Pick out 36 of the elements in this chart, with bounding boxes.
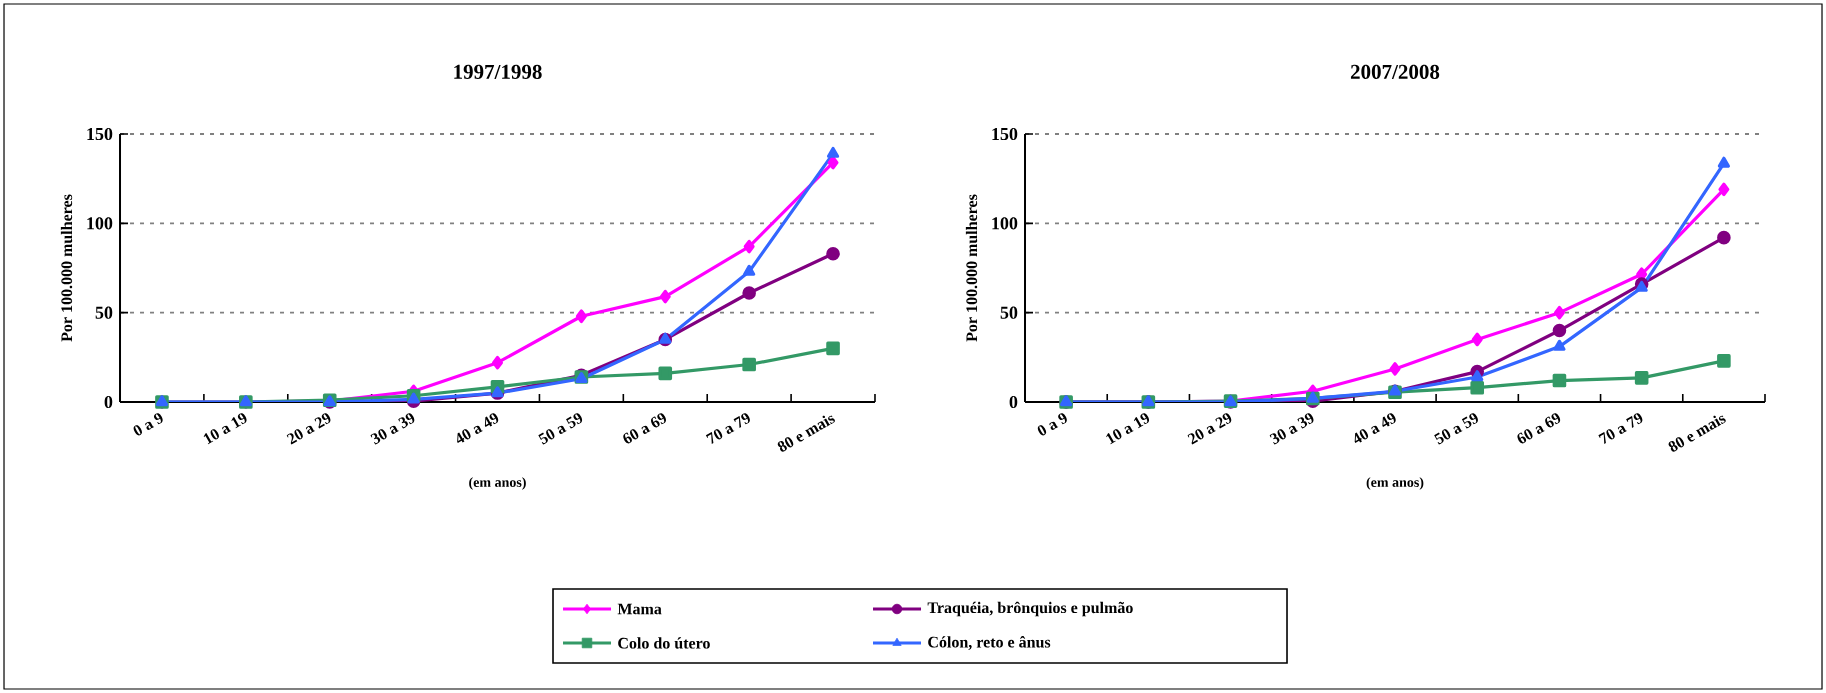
x-tick-label: 40 a 49: [1354, 413, 1396, 443]
y-tick-label: 150: [87, 127, 113, 141]
y-axis-title: Por 100.000 mulheres: [965, 194, 978, 342]
x-tick-label: 20 a 29: [1187, 413, 1232, 445]
y-tick-label: 50: [1000, 306, 1018, 319]
x-tick-label: 80 e mais: [1668, 415, 1726, 452]
chart-title: 1997/1998: [454, 64, 542, 79]
x-tick-label: 10 a 19: [203, 413, 247, 445]
legend-label: Traquéia, brônquios e pulmão: [927, 601, 1133, 617]
y-axis-title: Por 100.000 mulheres: [60, 194, 73, 342]
x-axis-title: (em anos): [1366, 477, 1424, 490]
x-tick-label: 10 a 19: [1106, 413, 1150, 445]
x-tick-label: 30 a 39: [370, 413, 415, 445]
x-tick-label: 40 a 49: [457, 413, 499, 443]
y-tick-label: 0: [1009, 395, 1018, 409]
x-tick-label: 80 e mais: [777, 415, 835, 452]
x-tick-label: 20 a 29: [286, 413, 331, 445]
x-tick-label: 50 a 59: [1434, 413, 1478, 445]
x-tick-label: 50 a 59: [538, 413, 583, 445]
x-tick-label: 0 a 9: [1037, 413, 1067, 436]
y-tick-label: 50: [95, 306, 113, 319]
y-tick-label: 100: [992, 217, 1018, 230]
chart-title: 2007/2008: [1350, 64, 1440, 79]
y-tick-label: 100: [87, 217, 113, 230]
x-tick-label: 0 a 9: [133, 413, 163, 436]
legend-label: Colo do útero: [618, 637, 710, 649]
x-axis-title: (em anos): [469, 477, 526, 490]
x-tick-label: 70 a 79: [705, 413, 750, 445]
x-tick-label: 60 a 69: [1517, 413, 1561, 444]
legend-label: Cólon, reto e ânus: [928, 636, 1051, 650]
x-tick-label: 30 a 39: [1269, 413, 1314, 445]
x-tick-label: 70 a 79: [1598, 413, 1643, 445]
y-tick-label: 150: [992, 127, 1018, 141]
y-tick-label: 0: [104, 395, 113, 409]
legend-label: Mama: [617, 603, 662, 615]
x-tick-label: 60 a 69: [623, 413, 666, 444]
